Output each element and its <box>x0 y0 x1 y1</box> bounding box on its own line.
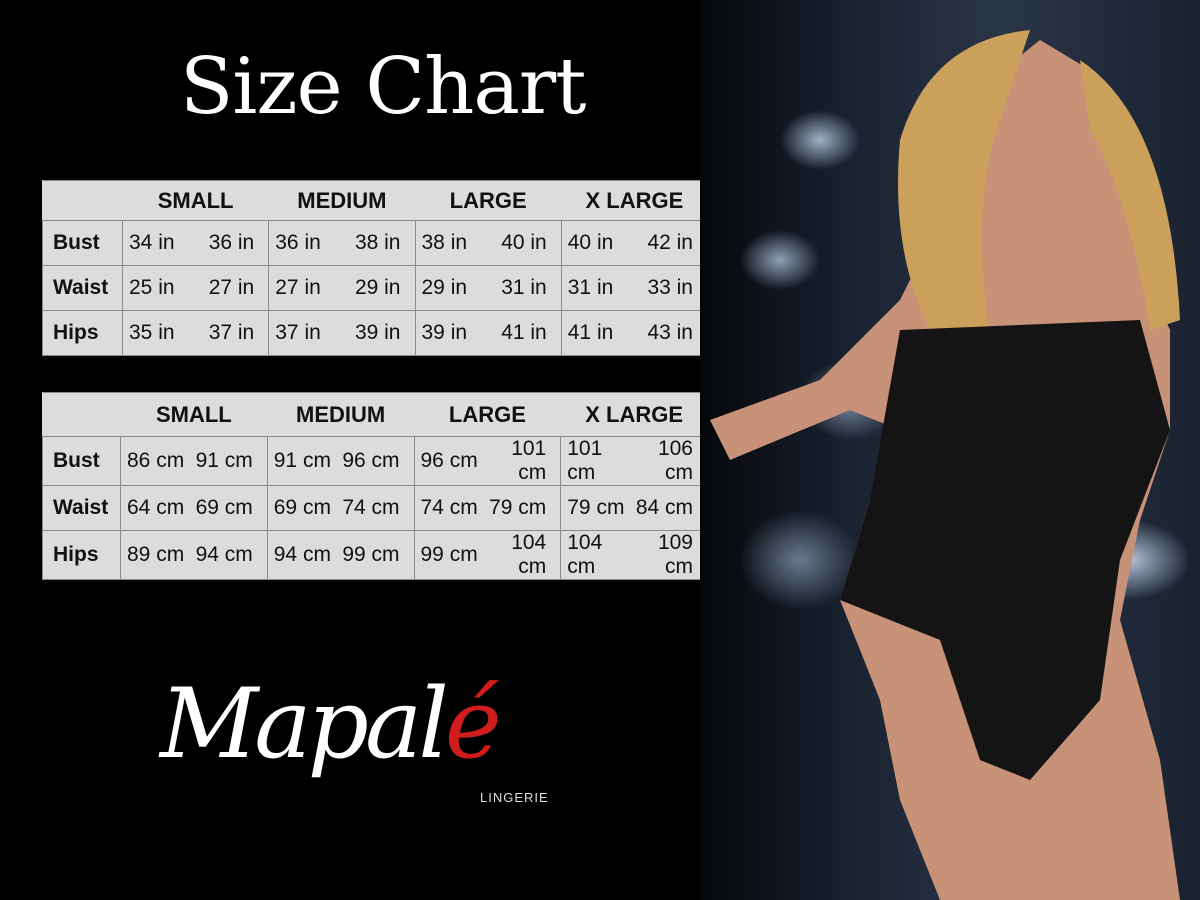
measurement-cell: 43 in <box>634 310 709 356</box>
size-header: X LARGE <box>560 392 708 437</box>
row-label: Waist <box>42 265 123 311</box>
measurement-cell: 109 cm <box>634 530 709 580</box>
measurement-cell: 64 cm <box>119 485 194 531</box>
corner-cell <box>42 392 121 437</box>
row-label: Hips <box>42 530 121 580</box>
measurement-cell: 27 in <box>195 265 270 311</box>
size-header: X LARGE <box>561 180 708 221</box>
page-title: Size Chart <box>180 42 586 132</box>
measurement-cell: 25 in <box>121 265 196 311</box>
measurement-cell: 37 in <box>195 310 270 356</box>
measurement-cell: 91 cm <box>266 436 341 486</box>
size-header: MEDIUM <box>268 180 415 221</box>
logo-name: Mapal <box>160 668 449 780</box>
row-label: Bust <box>42 220 123 266</box>
measurement-cell: 37 in <box>268 310 342 356</box>
model-silhouette <box>710 30 1180 900</box>
header-row: SMALL MEDIUM LARGE X LARGE <box>42 392 708 437</box>
measurement-cell: 35 in <box>121 310 196 356</box>
measurement-cell: 104 cm <box>487 530 562 580</box>
measurement-cell: 99 cm <box>413 530 488 580</box>
measurement-cell: 89 cm <box>119 530 194 580</box>
measurement-cell: 96 cm <box>340 436 415 486</box>
size-table-cm: SMALL MEDIUM LARGE X LARGE Bust 86 cm 91 cm 91 … <box>42 392 709 580</box>
measurement-cell: 94 cm <box>193 530 268 580</box>
table-row: Waist 25 in 27 in 27 in 29 in 29 in 31 in 31 in… <box>42 265 709 311</box>
measurement-cell: 101 cm <box>560 436 635 486</box>
logo-subtitle: LINGERIE <box>480 790 549 805</box>
table-row: Waist 64 cm 69 cm 69 cm 74 cm 74 cm 79 cm 79 cm… <box>42 485 709 531</box>
table-row: Bust 34 in 36 in 36 in 38 in 38 in 40 in 40 in 4… <box>42 220 709 266</box>
measurement-cell: 38 in <box>414 220 489 266</box>
table-row: Bust 86 cm 91 cm 91 cm 96 cm 96 cm 101 cm 101 c… <box>42 436 709 486</box>
measurement-cell: 74 cm <box>413 485 488 531</box>
measurement-cell: 74 cm <box>340 485 415 531</box>
row-label: Bust <box>42 436 121 486</box>
size-header: LARGE <box>414 392 561 437</box>
measurement-cell: 69 cm <box>266 485 341 531</box>
measurement-cell: 91 cm <box>193 436 268 486</box>
row-label: Waist <box>42 485 121 531</box>
measurement-cell: 101 cm <box>487 436 562 486</box>
measurement-cell: 33 in <box>634 265 709 311</box>
measurement-cell: 96 cm <box>413 436 488 486</box>
size-table-inches: SMALL MEDIUM LARGE X LARGE Bust 34 in 36 in 36 … <box>42 180 709 356</box>
measurement-cell: 34 in <box>121 220 196 266</box>
measurement-cell: 36 in <box>268 220 342 266</box>
measurement-cell: 27 in <box>268 265 342 311</box>
measurement-cell: 31 in <box>488 265 562 311</box>
header-row: SMALL MEDIUM LARGE X LARGE <box>42 180 708 221</box>
brand-logo: Mapalé LINGERIE <box>160 668 580 818</box>
measurement-cell: 104 cm <box>560 530 635 580</box>
measurement-cell: 29 in <box>341 265 416 311</box>
table-row: Hips 35 in 37 in 37 in 39 in 39 in 41 in 41 in 4… <box>42 310 709 356</box>
measurement-cell: 31 in <box>560 265 635 311</box>
table-row: Hips 89 cm 94 cm 94 cm 99 cm 99 cm 104 cm 104 c… <box>42 530 709 580</box>
measurement-cell: 106 cm <box>634 436 709 486</box>
size-header: MEDIUM <box>267 392 414 437</box>
measurement-cell: 79 cm <box>560 485 635 531</box>
measurement-cell: 79 cm <box>487 485 562 531</box>
measurement-cell: 42 in <box>634 220 709 266</box>
row-label: Hips <box>42 310 123 356</box>
measurement-cell: 84 cm <box>634 485 709 531</box>
measurement-cell: 94 cm <box>266 530 341 580</box>
size-header: LARGE <box>415 180 562 221</box>
measurement-cell: 69 cm <box>193 485 268 531</box>
corner-cell <box>42 180 123 221</box>
measurement-cell: 38 in <box>341 220 416 266</box>
measurement-cell: 29 in <box>414 265 489 311</box>
measurement-cell: 86 cm <box>119 436 194 486</box>
size-header: SMALL <box>122 180 269 221</box>
measurement-cell: 40 in <box>560 220 635 266</box>
measurement-cell: 39 in <box>341 310 416 356</box>
measurement-cell: 99 cm <box>340 530 415 580</box>
measurement-cell: 41 in <box>488 310 562 356</box>
size-header: SMALL <box>120 392 268 437</box>
measurement-cell: 40 in <box>488 220 562 266</box>
measurement-cell: 39 in <box>414 310 489 356</box>
measurement-cell: 36 in <box>195 220 270 266</box>
measurement-cell: 41 in <box>560 310 635 356</box>
logo-accent: é <box>444 668 502 780</box>
model-photo <box>700 0 1200 900</box>
